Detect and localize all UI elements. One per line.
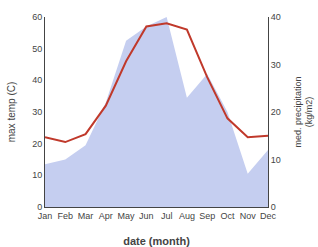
svg-text:20: 20 bbox=[271, 107, 281, 117]
svg-text:0: 0 bbox=[37, 202, 42, 212]
svg-text:Mar: Mar bbox=[78, 211, 94, 221]
svg-text:med. precipitation(kg/m2): med. precipitation(kg/m2) bbox=[293, 76, 315, 147]
svg-text:30: 30 bbox=[32, 107, 42, 117]
svg-text:Jul: Jul bbox=[161, 211, 173, 221]
svg-text:Jan: Jan bbox=[38, 211, 53, 221]
svg-text:20: 20 bbox=[32, 139, 42, 149]
svg-text:Jun: Jun bbox=[139, 211, 154, 221]
svg-text:10: 10 bbox=[271, 155, 281, 165]
svg-text:date (month): date (month) bbox=[123, 235, 190, 247]
svg-text:Oct: Oct bbox=[220, 211, 235, 221]
svg-text:May: May bbox=[118, 211, 136, 221]
svg-text:10: 10 bbox=[32, 170, 42, 180]
svg-text:Apr: Apr bbox=[99, 211, 113, 221]
svg-text:max temp (C): max temp (C) bbox=[6, 82, 17, 143]
svg-text:50: 50 bbox=[32, 44, 42, 54]
svg-text:Aug: Aug bbox=[179, 211, 195, 221]
svg-text:0: 0 bbox=[271, 202, 276, 212]
svg-text:Feb: Feb bbox=[58, 211, 74, 221]
svg-text:30: 30 bbox=[271, 60, 281, 70]
svg-text:40: 40 bbox=[32, 75, 42, 85]
svg-text:40: 40 bbox=[271, 12, 281, 22]
svg-text:Dec: Dec bbox=[260, 211, 277, 221]
svg-text:60: 60 bbox=[32, 12, 42, 22]
svg-text:Nov: Nov bbox=[240, 211, 257, 221]
svg-text:Sep: Sep bbox=[199, 211, 215, 221]
